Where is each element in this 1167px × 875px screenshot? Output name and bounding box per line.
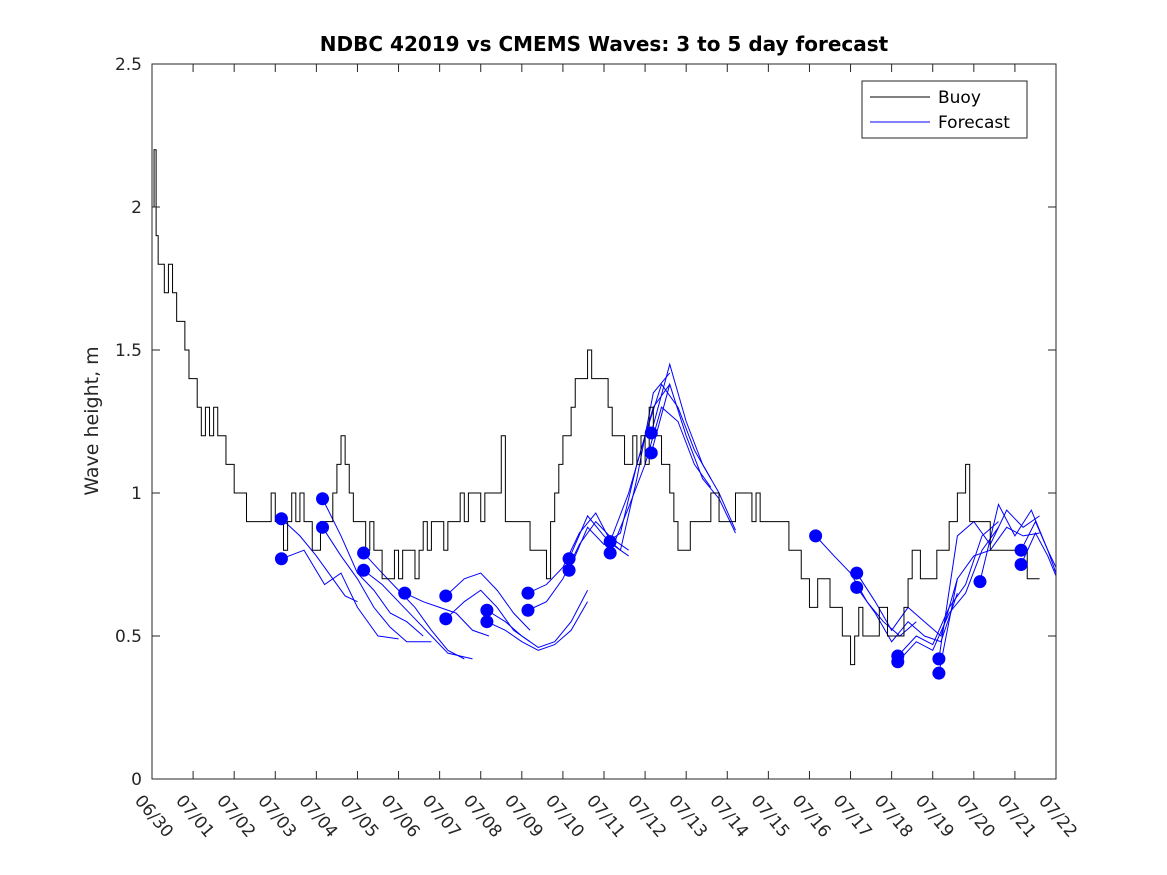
buoy-line bbox=[152, 149, 1040, 666]
forecast-marker bbox=[603, 546, 617, 560]
x-tick-label: 07/22 bbox=[1034, 791, 1081, 841]
forecast-marker bbox=[973, 575, 987, 589]
forecast-line bbox=[404, 592, 490, 637]
forecast-line bbox=[609, 383, 712, 542]
x-tick-label: 07/13 bbox=[664, 791, 711, 841]
x-tick-label: 07/06 bbox=[377, 791, 424, 841]
buoy-line-group bbox=[152, 149, 1040, 666]
forecast-marker bbox=[521, 586, 535, 600]
forecast-line bbox=[650, 362, 736, 531]
chart-title: NDBC 42019 vs CMEMS Waves: 3 to 5 day fo… bbox=[320, 32, 889, 56]
forecast-marker bbox=[562, 563, 576, 577]
forecast-line bbox=[1020, 520, 1057, 574]
forecast-line bbox=[322, 527, 432, 643]
x-tick-label: 07/14 bbox=[705, 791, 752, 841]
forecast-line bbox=[568, 372, 671, 559]
forecast-line bbox=[281, 518, 358, 603]
forecast-line bbox=[897, 521, 999, 657]
y-tick-label: 1 bbox=[131, 484, 142, 504]
forecast-marker bbox=[480, 603, 494, 617]
forecast-marker bbox=[603, 535, 617, 549]
forecast-marker bbox=[316, 492, 330, 506]
y-tick-label: 0 bbox=[131, 770, 142, 790]
x-tick-label: 07/21 bbox=[993, 791, 1040, 841]
forecast-marker bbox=[1014, 543, 1028, 557]
forecast-marker bbox=[891, 655, 905, 669]
forecast-marker bbox=[809, 529, 823, 543]
y-axis-label: Wave height, m bbox=[81, 346, 103, 495]
x-tick-label: 07/10 bbox=[541, 791, 588, 841]
forecast-line bbox=[1020, 531, 1057, 577]
forecast-marker bbox=[521, 603, 535, 617]
forecast-marker bbox=[480, 615, 494, 629]
forecast-markers bbox=[274, 426, 1028, 680]
forecast-marker bbox=[1014, 558, 1028, 571]
forecast-marker bbox=[932, 666, 946, 680]
y-tick-label: 2.5 bbox=[115, 55, 142, 75]
x-tick-label: 07/02 bbox=[212, 791, 259, 841]
forecast-line bbox=[486, 590, 589, 648]
forecast-marker bbox=[316, 520, 330, 534]
forecast-marker bbox=[357, 563, 371, 577]
forecast-marker bbox=[562, 552, 576, 566]
forecast-line bbox=[486, 601, 588, 651]
x-tick-label: 07/07 bbox=[418, 791, 465, 841]
forecast-marker bbox=[932, 652, 946, 666]
x-tick-label: 07/16 bbox=[788, 791, 835, 841]
legend-forecast-label: Forecast bbox=[938, 113, 1010, 133]
x-tick-label: 07/17 bbox=[829, 791, 876, 841]
forecast-line bbox=[322, 498, 424, 637]
legend-box bbox=[861, 80, 1028, 139]
x-tick-label: 06/30 bbox=[130, 791, 177, 841]
x-tick-label: 07/08 bbox=[459, 791, 506, 841]
forecast-marker bbox=[850, 580, 864, 594]
forecast-marker bbox=[644, 446, 658, 460]
x-tick-label: 07/18 bbox=[870, 791, 917, 841]
forecast-line bbox=[281, 549, 399, 640]
y-tick-label: 0.5 bbox=[115, 627, 142, 647]
forecast-marker bbox=[439, 589, 453, 603]
x-tick-label: 07/01 bbox=[171, 791, 218, 841]
x-tick-label: 07/05 bbox=[336, 791, 383, 841]
x-tick-label: 07/15 bbox=[747, 791, 794, 841]
forecast-marker bbox=[644, 426, 658, 440]
forecast-line bbox=[445, 572, 531, 631]
forecast-line bbox=[897, 527, 999, 663]
forecast-line bbox=[363, 569, 473, 660]
x-tick-label: 07/20 bbox=[952, 791, 999, 841]
forecast-line bbox=[650, 382, 736, 534]
plot-background bbox=[152, 64, 1056, 779]
forecast-marker bbox=[274, 552, 288, 566]
y-axis: 0 0.5 1 1.5 2 2.5 bbox=[115, 55, 1056, 790]
forecast-line bbox=[445, 589, 531, 643]
x-tick-label: 07/12 bbox=[623, 791, 670, 841]
forecast-marker bbox=[274, 512, 288, 526]
forecast-line bbox=[856, 587, 958, 643]
forecast-marker bbox=[850, 566, 864, 580]
forecast-marker bbox=[357, 546, 371, 560]
x-tick-label: 07/11 bbox=[582, 791, 629, 841]
legend: Buoy Forecast bbox=[861, 80, 1028, 139]
legend-buoy-label: Buoy bbox=[938, 88, 981, 108]
forecast-marker bbox=[398, 586, 412, 600]
x-tick-label: 07/19 bbox=[911, 791, 958, 841]
x-tick-label: 07/03 bbox=[253, 791, 300, 841]
x-tick-label: 07/09 bbox=[500, 791, 547, 841]
forecast-line bbox=[609, 406, 712, 554]
y-tick-label: 2 bbox=[131, 198, 142, 218]
y-tick-label: 1.5 bbox=[115, 341, 142, 361]
x-tick-label: 07/04 bbox=[295, 791, 342, 841]
forecast-marker bbox=[439, 612, 453, 626]
